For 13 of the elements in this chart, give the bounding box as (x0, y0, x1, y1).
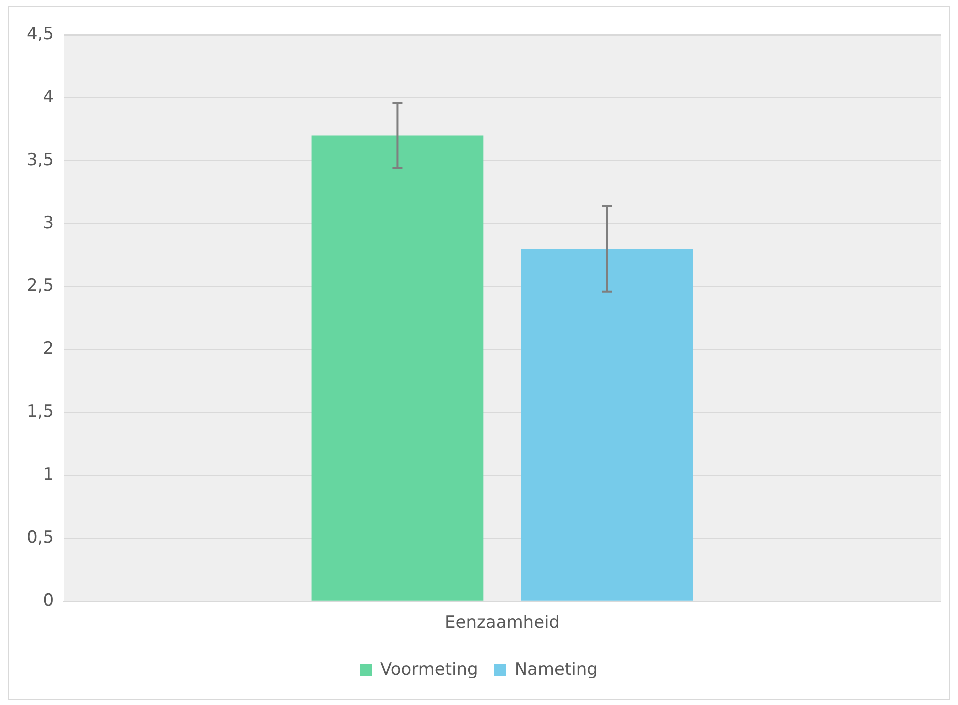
legend-label: Voormeting (380, 660, 478, 680)
y-tick-label: 3,5 (26, 150, 54, 170)
y-tick-label: 2 (43, 339, 54, 360)
y-tick-label: 4 (43, 87, 54, 108)
y-tick-label: 1,5 (26, 402, 54, 422)
y-tick-label: 0,5 (26, 528, 54, 548)
x-tick-label: Eenzaamheid (444, 613, 560, 634)
y-tick-label: 2,5 (26, 276, 54, 296)
y-tick-label: 1 (43, 465, 54, 486)
y-tick-label: 4,5 (26, 24, 54, 44)
y-tick-label: 3 (43, 213, 54, 234)
legend-label: Nameting (514, 660, 598, 680)
y-tick-label: 0 (43, 591, 54, 612)
